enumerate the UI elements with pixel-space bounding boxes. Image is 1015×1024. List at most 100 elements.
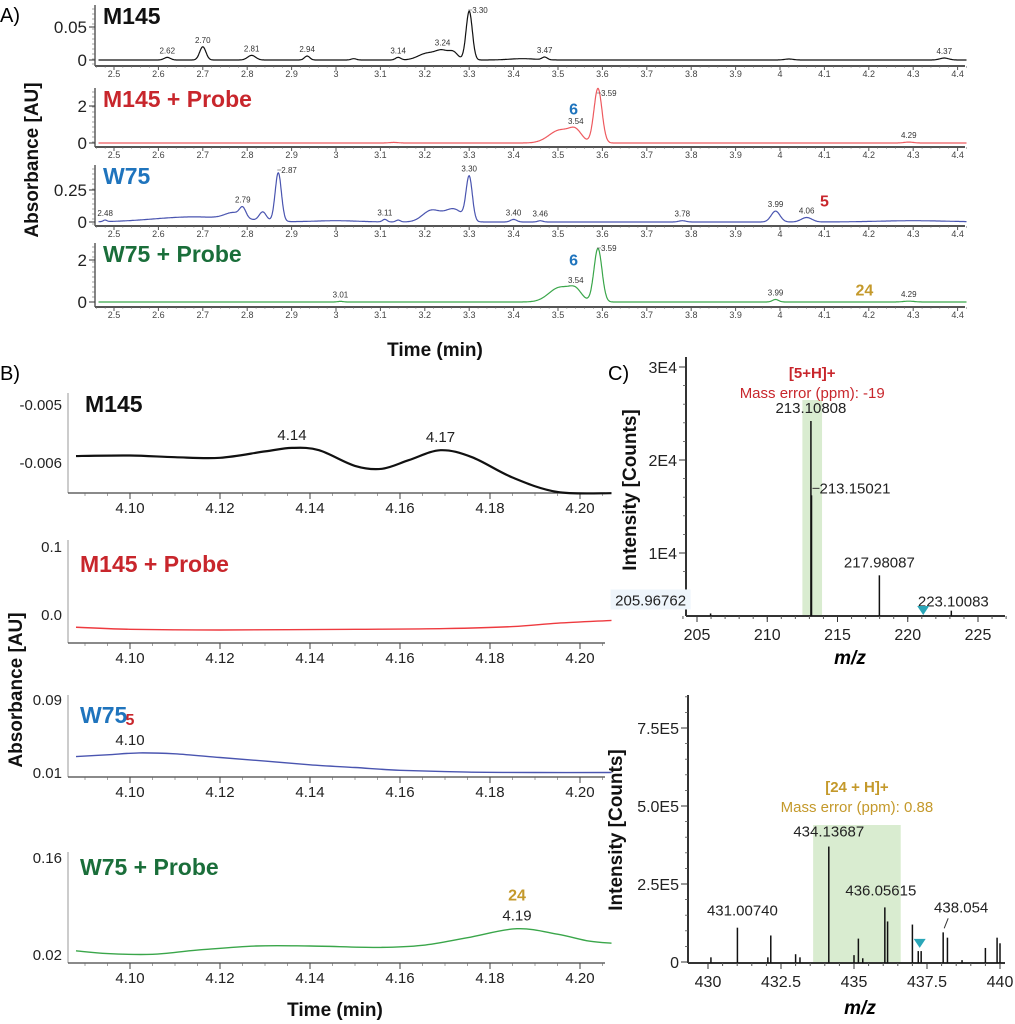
peak-label: 4.10 — [115, 732, 144, 749]
chart-title: W75 + Probe — [103, 241, 242, 267]
panel-a-chart-3: 0 0.25 2.5 2.6 2.7 2.8 2.9 3 3.1 3.2 3.3 3.4 3.5 3.6 3… — [54, 163, 967, 239]
peak-label: 2.70 — [195, 36, 211, 45]
y-tick-label: 1E4 — [649, 546, 678, 563]
x-tick-label: 3.1 — [374, 150, 387, 160]
x-tick-label: 3.5 — [552, 69, 565, 79]
x-tick-label: 4 — [777, 229, 782, 239]
y-tick-label: 5.0E5 — [637, 799, 679, 816]
peak-label: 3.30 — [461, 165, 477, 174]
x-tick-label: 4.3 — [907, 310, 920, 320]
panel-b-chart-4: 0.16 0.02 4.10 4.12 4.14 4.16 4.18 4.20 W75 + Pr… — [33, 850, 612, 987]
y-tick-label: 0.16 — [33, 850, 62, 867]
peak-label: 4.19 — [502, 908, 531, 925]
x-tick-label: 4.16 — [385, 500, 414, 517]
panel-a-chart-1: 0 0.05 2.5 2.6 2.7 2.8 2.9 3 3.1 3.2 3.3 3.4 3.5 3.6 3… — [54, 3, 967, 79]
x-tick-label: 435 — [841, 974, 868, 991]
x-tick-label: 220 — [894, 627, 921, 644]
x-tick-label: 3 — [333, 150, 338, 160]
x-tick-label: 430 — [695, 974, 722, 991]
x-tick-label: 4.14 — [295, 500, 324, 517]
x-tick-label: 4.20 — [565, 784, 594, 801]
x-tick-label: 4.10 — [115, 650, 144, 667]
x-tick-label: 2.9 — [285, 310, 298, 320]
panel-c1-y-axis-label: Intensity [Counts] — [620, 409, 641, 571]
trace-line — [98, 247, 967, 303]
x-tick-label: 3.2 — [419, 310, 432, 320]
x-tick-label: 4.14 — [295, 784, 324, 801]
x-tick-label: 3.4 — [507, 310, 520, 320]
panel-b-chart-1: -0.005 -0.006 4.10 4.12 4.14 4.16 4.18 4.20 M145… — [19, 391, 612, 517]
x-tick-label: 4.1 — [818, 150, 831, 160]
trace-line — [98, 10, 967, 61]
x-tick-label: 4.2 — [863, 150, 876, 160]
x-tick-label: 4.3 — [907, 69, 920, 79]
compound-label: 5 — [126, 712, 135, 729]
x-tick-label: 3.3 — [463, 229, 476, 239]
compound-label: 24 — [508, 888, 526, 905]
x-tick-label: 4.3 — [907, 150, 920, 160]
x-tick-label: 3.2 — [419, 150, 432, 160]
x-tick-label: 3.9 — [729, 150, 742, 160]
x-tick-label: 3.5 — [552, 150, 565, 160]
x-tick-label: 432.5 — [761, 974, 801, 991]
x-tick-label: 4.2 — [863, 310, 876, 320]
x-tick-label: 3.9 — [729, 310, 742, 320]
panel-label-a: A) — [0, 5, 20, 27]
peak-label: 3.14 — [390, 46, 406, 55]
peak-label: 3.54 — [568, 276, 584, 285]
x-tick-label: 3.3 — [463, 150, 476, 160]
x-tick-label: 4.16 — [385, 650, 414, 667]
panel-c-spectrum-1: 1E4 2E4 3E4 205 210 215 220 225 205.96762 213.108… — [610, 357, 1007, 644]
y-tick-label: -0.006 — [19, 455, 62, 472]
chart-title: M145 — [103, 3, 161, 29]
y-tick-label: 3E4 — [649, 360, 678, 377]
peak-label: 4.06 — [799, 207, 815, 216]
y-tick-label: 2E4 — [649, 453, 678, 470]
x-tick-label: 3.2 — [419, 69, 432, 79]
x-tick-label: 3 — [333, 69, 338, 79]
x-tick-label: 4.3 — [907, 229, 920, 239]
panel-c2-x-axis-label: m/z — [844, 998, 876, 1019]
peak-label: 3.78 — [675, 210, 691, 219]
x-tick-label: 3.1 — [374, 69, 387, 79]
x-tick-label: 2.6 — [152, 150, 165, 160]
chart-title: W75 — [103, 163, 151, 189]
x-tick-label: 3.8 — [685, 310, 698, 320]
x-tick-label: 4 — [777, 310, 782, 320]
peak-label: 3.99 — [768, 200, 784, 209]
peak-label: 213.15021 — [820, 480, 891, 497]
x-tick-label: 3.4 — [507, 69, 520, 79]
x-tick-label: 4.16 — [385, 784, 414, 801]
y-tick-label: 0.02 — [33, 947, 62, 964]
x-tick-label: 2.7 — [197, 229, 210, 239]
x-tick-label: 3.6 — [596, 69, 609, 79]
x-tick-label: 4.4 — [951, 310, 964, 320]
chart-title: W75 + Probe — [80, 854, 219, 880]
x-tick-label: 4.2 — [863, 229, 876, 239]
x-tick-label: 4.2 — [863, 69, 876, 79]
panel-label-b: B) — [0, 363, 20, 385]
panel-b-x-axis-label: Time (min) — [287, 1000, 383, 1021]
peak-label: 438.054 — [934, 899, 988, 916]
y-tick-label: 2.5E5 — [637, 877, 679, 894]
chart-title: M145 + Probe — [80, 551, 229, 577]
x-tick-label: 3.8 — [685, 69, 698, 79]
x-tick-label: 2.8 — [241, 150, 254, 160]
x-tick-label: 4.12 — [205, 970, 234, 987]
peak-label: 2.87 — [281, 166, 297, 175]
peak-label: 434.13687 — [793, 824, 864, 841]
y-tick-label: 0 — [78, 213, 87, 232]
panel-b-y-axis-label: Absorbance [AU] — [6, 612, 27, 767]
label-leader — [943, 918, 949, 929]
x-tick-label: 3.3 — [463, 310, 476, 320]
x-tick-label: 4.18 — [475, 970, 504, 987]
y-tick-label: 0.01 — [33, 765, 62, 782]
x-tick-label: 2.7 — [197, 310, 210, 320]
panel-label-c: C) — [608, 363, 629, 385]
panel-c-spectrum-2: 0 2.5E5 5.0E5 7.5E5 430 432.5 435 437.5 440 431.0… — [637, 695, 1013, 991]
x-tick-label: 3.4 — [507, 150, 520, 160]
peak-label: 2.62 — [159, 46, 175, 55]
x-tick-label: 3.6 — [596, 310, 609, 320]
x-tick-label: 3.6 — [596, 150, 609, 160]
y-tick-label: 2 — [78, 251, 87, 270]
